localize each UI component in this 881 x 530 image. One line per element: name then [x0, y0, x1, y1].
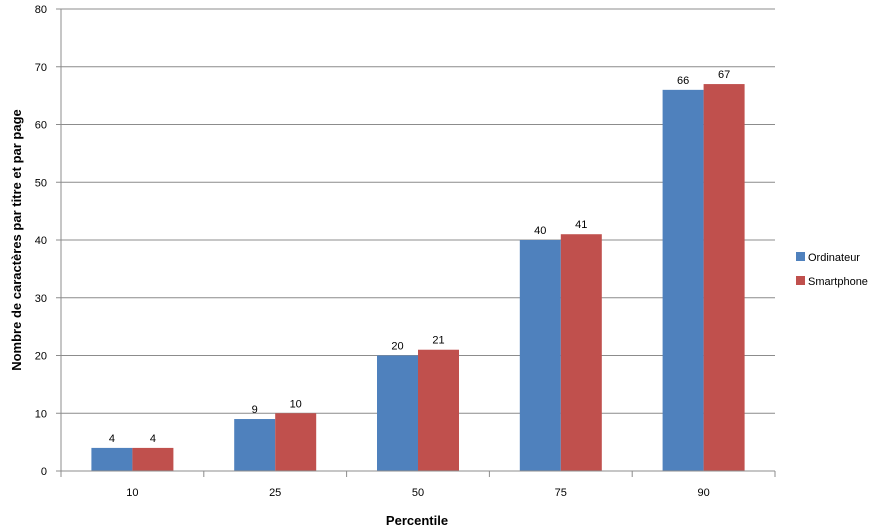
legend: Ordinateur Smartphone [796, 252, 868, 288]
bar [418, 349, 459, 471]
data-label: 4 [109, 433, 115, 445]
y-tick-label: 30 [35, 293, 47, 305]
bar [560, 234, 602, 471]
x-tick-label: 25 [269, 487, 281, 499]
y-tick-label: 20 [35, 351, 47, 363]
x-tick-label: 75 [555, 487, 567, 499]
y-tick-label: 80 [35, 4, 47, 16]
legend-label: Ordinateur [808, 252, 860, 264]
legend-label: Smartphone [808, 276, 868, 288]
bar [703, 84, 745, 471]
x-axis-title: Percentile [386, 513, 448, 528]
data-label: 4 [150, 433, 156, 445]
legend-swatch [796, 252, 805, 261]
x-axis [60, 9, 775, 472]
data-label: 41 [575, 219, 587, 231]
legend-swatch [796, 276, 805, 285]
x-tick-label: 10 [126, 487, 138, 499]
data-label: 66 [677, 75, 689, 87]
data-label: 40 [534, 225, 546, 237]
data-label: 20 [391, 341, 403, 353]
data-label: 67 [718, 69, 730, 81]
y-tick-label: 50 [35, 177, 47, 189]
data-label: 10 [290, 398, 302, 410]
y-tick-label: 40 [35, 235, 47, 247]
bar [662, 89, 704, 471]
bar [377, 355, 418, 471]
x-axis-ticks: 10 25 50 75 90 [60, 471, 776, 499]
data-label: 21 [432, 335, 444, 347]
data-labels: 4 4 9 10 20 21 40 41 66 67 [109, 69, 730, 445]
bar [132, 447, 174, 471]
y-tick-label: 60 [35, 120, 47, 132]
bars [91, 84, 745, 471]
x-tick-label: 50 [412, 487, 424, 499]
y-tick-label: 10 [35, 408, 47, 420]
bar [91, 447, 133, 471]
y-tick-label: 0 [41, 466, 47, 478]
bar [234, 419, 276, 471]
bar [275, 413, 317, 471]
y-axis-title: Nombre de caractères par titre et par pa… [9, 109, 24, 371]
data-label: 9 [252, 404, 258, 416]
x-tick-label: 90 [697, 487, 709, 499]
y-tick-label: 70 [35, 62, 47, 74]
y-axis-ticks: 0 10 20 30 40 50 60 70 80 [35, 4, 61, 478]
bar [519, 240, 561, 471]
gridlines [61, 8, 775, 414]
